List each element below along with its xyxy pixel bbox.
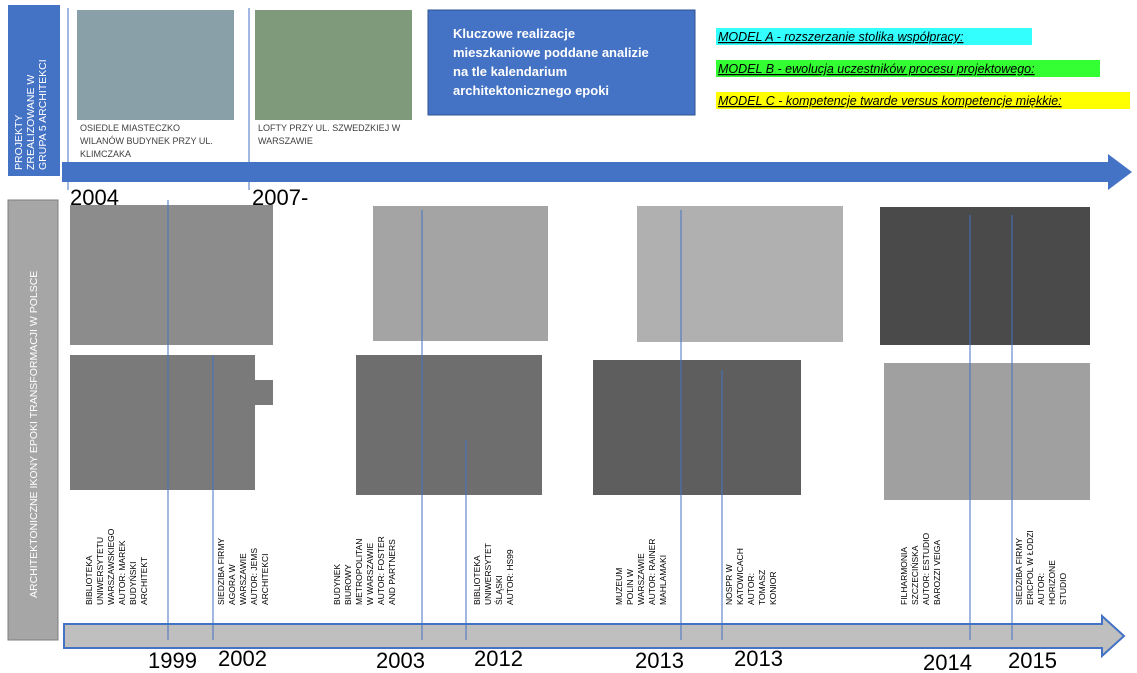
photo: [70, 355, 255, 490]
timeline-caption: TOMASZ: [757, 570, 767, 605]
project-caption: WARSZAWIE: [258, 136, 313, 146]
model-label: MODEL C - kompetencje twarde versus komp…: [718, 94, 1062, 108]
timeline-caption: BAROZZI VEIGA: [932, 539, 942, 605]
project-caption: OSIEDLE MIASTECZKO: [80, 123, 180, 133]
sidebar-top-text: ZREALIZOWANE W: [25, 75, 37, 170]
photo: [637, 206, 843, 342]
timeline-year: 2002: [218, 646, 267, 671]
info-box-text: Kluczowe realizacje: [453, 26, 575, 41]
timeline-caption: BIBLIOTEKA: [472, 555, 482, 605]
timeline-caption: STUDIO: [1058, 573, 1068, 606]
timeline-caption: ARCHITEKCI: [260, 554, 270, 605]
timeline-year: 2003: [376, 648, 425, 673]
timeline-caption: MUZEUM: [614, 568, 624, 605]
photo: [884, 363, 1090, 500]
project-caption: WILANÓW BUDYNEK PRZY UL.: [80, 136, 213, 146]
timeline-caption: POLIN W: [625, 569, 635, 605]
info-box-text: architektonicznego epoki: [453, 83, 609, 98]
timeline-caption: HORIZONE: [1047, 560, 1057, 605]
timeline-year: 2015: [1008, 648, 1057, 673]
timeline-year: 2012: [474, 646, 523, 671]
timeline-caption: ERICPOL W ŁODZI: [1025, 530, 1035, 605]
model-label: MODEL B - ewolucja uczestników procesu p…: [718, 62, 1035, 76]
project-caption: LOFTY PRZY UL. SZWEDZKIEJ W: [258, 123, 401, 133]
timeline-caption: ARCHITEKT: [139, 557, 149, 605]
timeline-caption: AUTOR: JEMS: [249, 548, 259, 605]
timeline-caption: METROPOLITAN: [354, 539, 364, 605]
timeline-caption: AGORA W: [227, 564, 237, 605]
timeline-caption: UNIWERSYTETU: [95, 537, 105, 605]
timeline-year: 2013: [635, 648, 684, 673]
photo: [255, 10, 412, 120]
timeline-caption: KATOWICACH: [735, 548, 745, 605]
timeline-caption: AUTOR: HS99: [505, 549, 515, 605]
timeline-caption: BIUROWY: [343, 564, 353, 605]
sidebar-top-text: GRUPA 5 ARCHITEKCI: [37, 59, 49, 170]
timeline-caption: AUTOR: ESTUDIO: [921, 533, 931, 605]
photo: [880, 207, 1090, 345]
model-label: MODEL A - rozszerzanie stolika współprac…: [718, 30, 963, 44]
timeline-caption: ŚLĄSKI: [493, 575, 504, 605]
timeline-caption: W WARSZAWIE: [365, 543, 375, 605]
timeline-caption: AUTOR: RAINER: [647, 539, 657, 605]
timeline-caption: FILHARMONIA: [899, 547, 909, 605]
timeline-caption: NOSPR W: [724, 564, 734, 605]
timeline-caption: AUTOR: FOSTER: [376, 536, 386, 605]
timeline-caption: SIEDZIBA FIRMY: [1014, 538, 1024, 605]
timeline-caption: WARSZAWIE: [636, 553, 646, 605]
info-box-text: mieszkaniowe poddane analizie: [453, 45, 649, 60]
photo: [255, 380, 273, 405]
timeline-year: 1999: [148, 648, 197, 673]
photo: [77, 10, 234, 120]
timeline-caption: KONIOR: [768, 571, 778, 605]
timeline-caption: AUTOR:: [746, 573, 756, 605]
timeline-caption: AUTOR: MAREK: [117, 540, 127, 605]
project-year: 2004: [70, 185, 119, 210]
timeline-year: 2013: [734, 646, 783, 671]
timeline-caption: AUTOR:: [1036, 573, 1046, 605]
timeline-year: 2014: [923, 650, 972, 673]
project-year: 2007-: [252, 185, 308, 210]
slide: PROJEKTYZREALIZOWANE WGRUPA 5 ARCHITEKCI…: [0, 0, 1137, 673]
photo: [356, 355, 542, 495]
timeline-caption: MAHLAMAKI: [658, 555, 668, 605]
info-box-text: na tle kalendarium: [453, 64, 567, 79]
timeline-caption: SZCZECIŃSKA: [910, 545, 920, 605]
timeline-caption: SIEDZIBA FIRMY: [216, 538, 226, 605]
project-caption: KLIMCZAKA: [80, 149, 131, 159]
sidebar-top-text: PROJEKTY: [13, 115, 25, 170]
timeline-caption: WARSZAWIE: [238, 553, 248, 605]
sidebar-bottom-text: ARCHITEKTONICZNE IKONY EPOKI TRANSFORMAC…: [28, 271, 40, 598]
photo: [593, 360, 801, 495]
timeline-caption: AND PARTNERS: [387, 539, 397, 605]
timeline-caption: WARSZAWSKIEGO: [106, 528, 116, 605]
photo: [373, 206, 548, 341]
photo: [70, 205, 273, 345]
top-arrow: [62, 154, 1132, 190]
timeline-caption: BIBLIOTEKA: [84, 555, 94, 605]
timeline-caption: BUDYNEK: [332, 564, 342, 605]
timeline-caption: BUDYŃSKI: [128, 562, 138, 605]
timeline-caption: UNIWERSYTET: [483, 543, 493, 605]
